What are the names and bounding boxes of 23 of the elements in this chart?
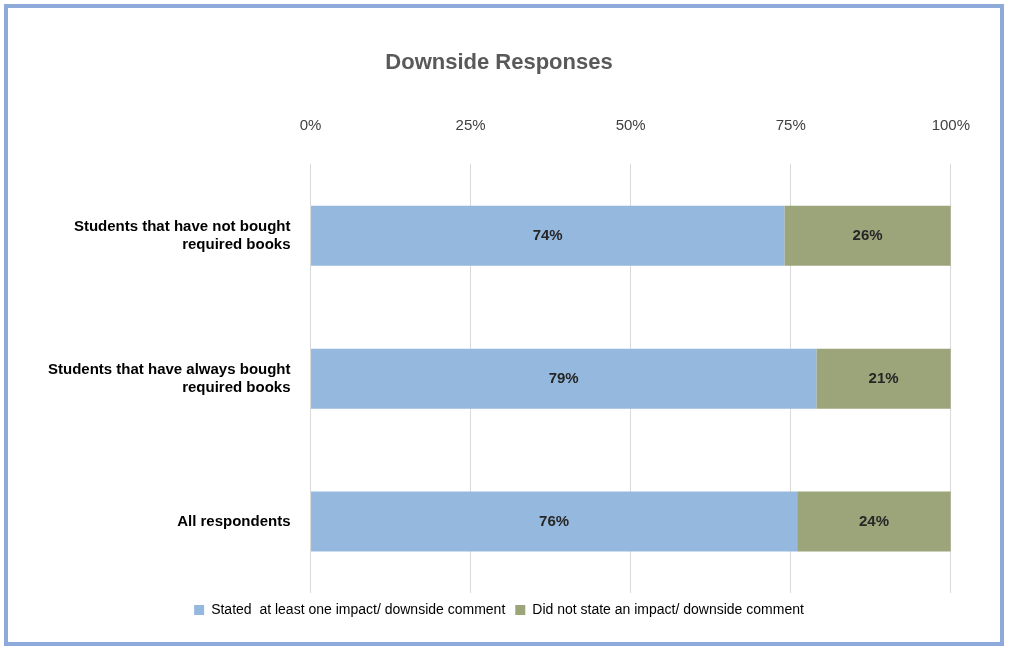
bar bbox=[311, 205, 785, 266]
x-tick-label: 0% bbox=[299, 115, 322, 133]
y-tick-label: Students that have always bought required books bbox=[47, 359, 291, 395]
x-tick-label: 25% bbox=[455, 115, 486, 133]
bar bbox=[797, 491, 951, 552]
data-label: 26% bbox=[852, 225, 883, 243]
legend-label: Stated at least one impact/ downside comment bbox=[211, 600, 506, 617]
data-label: 24% bbox=[858, 511, 889, 529]
x-tick-label: 100% bbox=[931, 115, 971, 133]
data-label: 76% bbox=[539, 511, 570, 529]
bar bbox=[311, 491, 798, 552]
bar bbox=[784, 205, 951, 266]
data-label: 74% bbox=[532, 225, 563, 243]
chart-title: Downside Responses bbox=[385, 49, 613, 75]
y-tick-label: All respondents bbox=[177, 511, 291, 529]
data-label: 21% bbox=[868, 368, 899, 386]
legend-label: Did not state an impact/ downside comment bbox=[532, 600, 804, 617]
data-label: 79% bbox=[548, 368, 579, 386]
bar bbox=[311, 348, 817, 409]
x-tick-label: 50% bbox=[615, 115, 646, 133]
bar bbox=[816, 348, 951, 409]
x-tick-label: 75% bbox=[775, 115, 806, 133]
y-tick-label: Students that have not bought required books bbox=[73, 216, 291, 252]
